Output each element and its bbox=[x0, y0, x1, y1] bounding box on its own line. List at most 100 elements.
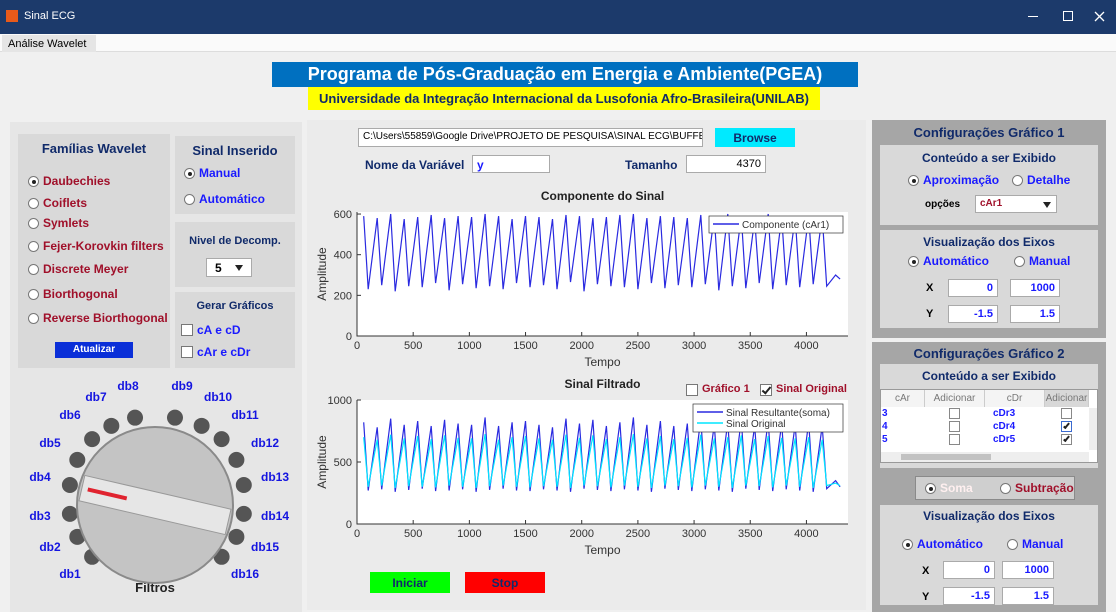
x-max-input[interactable]: 1000 bbox=[1010, 279, 1060, 297]
radio-label[interactable]: Automático bbox=[199, 192, 265, 206]
y-min-input[interactable]: -1.5 bbox=[943, 587, 995, 605]
radio-label[interactable]: Biorthogonal bbox=[43, 287, 118, 301]
x-min-input[interactable]: 0 bbox=[948, 279, 998, 297]
x-max-input[interactable]: 1000 bbox=[1002, 561, 1054, 579]
browse-label[interactable]: Browse bbox=[715, 131, 795, 145]
radio-label[interactable]: Fejer-Korovkin filters bbox=[43, 239, 164, 253]
radio-label[interactable]: Aproximação bbox=[923, 173, 999, 187]
scroll-thumb[interactable] bbox=[901, 454, 991, 460]
x-min-input[interactable]: 0 bbox=[943, 561, 995, 579]
knob-label[interactable]: db2 bbox=[39, 540, 61, 554]
x-tick-label: 2500 bbox=[626, 528, 650, 540]
knob-dot[interactable] bbox=[103, 418, 119, 434]
table-cell[interactable]: 5 bbox=[882, 434, 888, 445]
knob-label[interactable]: db11 bbox=[231, 408, 259, 422]
radio-label[interactable]: Detalhe bbox=[1027, 173, 1070, 187]
radio-label[interactable]: Daubechies bbox=[43, 174, 110, 188]
table-cell[interactable]: cDr4 bbox=[993, 421, 1015, 432]
knob-label[interactable]: db14 bbox=[261, 509, 289, 523]
radio-label[interactable]: Reverse Biorthogonal bbox=[43, 311, 168, 325]
y-max-input[interactable]: 1.5 bbox=[1002, 587, 1054, 605]
stop-label[interactable]: Stop bbox=[465, 576, 545, 590]
knob-label[interactable]: db5 bbox=[39, 436, 61, 450]
radio-label[interactable]: Manual bbox=[199, 166, 240, 180]
checkbox-label[interactable]: cA e cD bbox=[197, 323, 241, 337]
knob-dot[interactable] bbox=[236, 506, 252, 522]
knob-dot[interactable] bbox=[69, 452, 85, 468]
table-checkbox[interactable] bbox=[949, 421, 960, 432]
app-window: Sinal ECG Análise Wavelet Programa de Pó… bbox=[0, 0, 1116, 612]
knob-label[interactable]: db7 bbox=[85, 390, 107, 404]
knob-label[interactable]: db12 bbox=[251, 436, 279, 450]
table-cell[interactable]: 4 bbox=[882, 421, 888, 432]
update-button-label[interactable]: Atualizar bbox=[55, 344, 133, 355]
menu-item[interactable]: Análise Wavelet bbox=[8, 38, 86, 50]
knob-label[interactable]: db16 bbox=[231, 567, 259, 581]
knob-dot[interactable] bbox=[228, 452, 244, 468]
x-tick-label: 1000 bbox=[457, 528, 481, 540]
x-tick-label: 0 bbox=[354, 528, 360, 540]
variable-input[interactable]: y bbox=[472, 155, 550, 173]
header-subtitle: Universidade da Integração Internacional… bbox=[308, 91, 820, 106]
dropdown-arrow[interactable] bbox=[1043, 202, 1051, 208]
knob-dot[interactable] bbox=[62, 477, 78, 493]
radio-label[interactable]: Manual bbox=[1029, 254, 1070, 268]
knob-dot[interactable] bbox=[228, 529, 244, 545]
table-cell[interactable]: 3 bbox=[882, 408, 888, 419]
knob-label[interactable]: db3 bbox=[29, 509, 51, 523]
maximize-button[interactable] bbox=[1063, 11, 1073, 21]
x-tick-label: 1500 bbox=[513, 340, 537, 352]
knob-dot[interactable] bbox=[236, 477, 252, 493]
table-checkbox[interactable] bbox=[949, 434, 960, 445]
checkbox-label[interactable]: cAr e cDr bbox=[197, 345, 250, 359]
knob-dot[interactable] bbox=[127, 410, 143, 426]
path-input[interactable]: C:\Users\55859\Google Drive\PROJETO DE P… bbox=[358, 128, 703, 147]
table-checkbox[interactable] bbox=[949, 408, 960, 419]
radio-label[interactable]: Soma bbox=[940, 481, 973, 495]
minimize-button[interactable] bbox=[1028, 16, 1038, 17]
knob-label[interactable]: db15 bbox=[251, 540, 279, 554]
knob-dot[interactable] bbox=[214, 431, 230, 447]
radio-label[interactable]: Subtração bbox=[1015, 481, 1074, 495]
knob-label[interactable]: db10 bbox=[204, 390, 232, 404]
radio-label[interactable]: Automático bbox=[923, 254, 989, 268]
knob-dot[interactable] bbox=[167, 410, 183, 426]
knob-dot[interactable] bbox=[62, 506, 78, 522]
knob-label[interactable]: db4 bbox=[29, 470, 51, 484]
radio-label[interactable]: Symlets bbox=[43, 216, 89, 230]
radio-label[interactable]: Automático bbox=[917, 537, 983, 551]
x-tick-label: 4000 bbox=[794, 528, 818, 540]
dropdown-arrow[interactable] bbox=[235, 265, 243, 271]
table-checkbox[interactable] bbox=[1061, 434, 1072, 445]
menu-bar bbox=[0, 34, 1116, 52]
vertical-scrollbar[interactable] bbox=[1089, 408, 1098, 450]
table-cell[interactable]: cDr3 bbox=[993, 408, 1015, 419]
axes-title: Visualização dos Eixos bbox=[880, 509, 1098, 523]
table-checkbox[interactable] bbox=[1061, 421, 1072, 432]
knob-label[interactable]: db6 bbox=[59, 408, 81, 422]
radio-label[interactable]: Discrete Meyer bbox=[43, 262, 128, 276]
decomp-dropdown[interactable]: 5 bbox=[206, 258, 252, 277]
y-max-input[interactable]: 1.5 bbox=[1010, 305, 1060, 323]
y-min-input[interactable]: -1.5 bbox=[948, 305, 998, 323]
knob-label[interactable]: db8 bbox=[117, 379, 139, 393]
header-title: Programa de Pós-Graduação em Energia e A… bbox=[272, 64, 858, 85]
close-button[interactable] bbox=[1094, 11, 1105, 22]
legend-label: Componente (cAr1) bbox=[742, 220, 829, 231]
y-axis-label: Amplitude bbox=[315, 247, 329, 301]
check-mark[interactable] bbox=[1063, 435, 1070, 442]
knob-label[interactable]: db13 bbox=[261, 470, 289, 484]
table-cell[interactable]: cDr5 bbox=[993, 434, 1015, 445]
table-checkbox[interactable] bbox=[1061, 408, 1072, 419]
radio-label[interactable]: Manual bbox=[1022, 537, 1063, 551]
knob-dot[interactable] bbox=[194, 418, 210, 434]
radio-label[interactable]: Coiflets bbox=[43, 196, 87, 210]
knob-label[interactable]: db9 bbox=[171, 379, 193, 393]
y-tick-label: 500 bbox=[334, 457, 352, 469]
knob-label[interactable]: db1 bbox=[59, 567, 81, 581]
start-label[interactable]: Iniciar bbox=[370, 576, 450, 590]
knob-dot[interactable] bbox=[84, 431, 100, 447]
check-mark[interactable] bbox=[1063, 422, 1070, 429]
